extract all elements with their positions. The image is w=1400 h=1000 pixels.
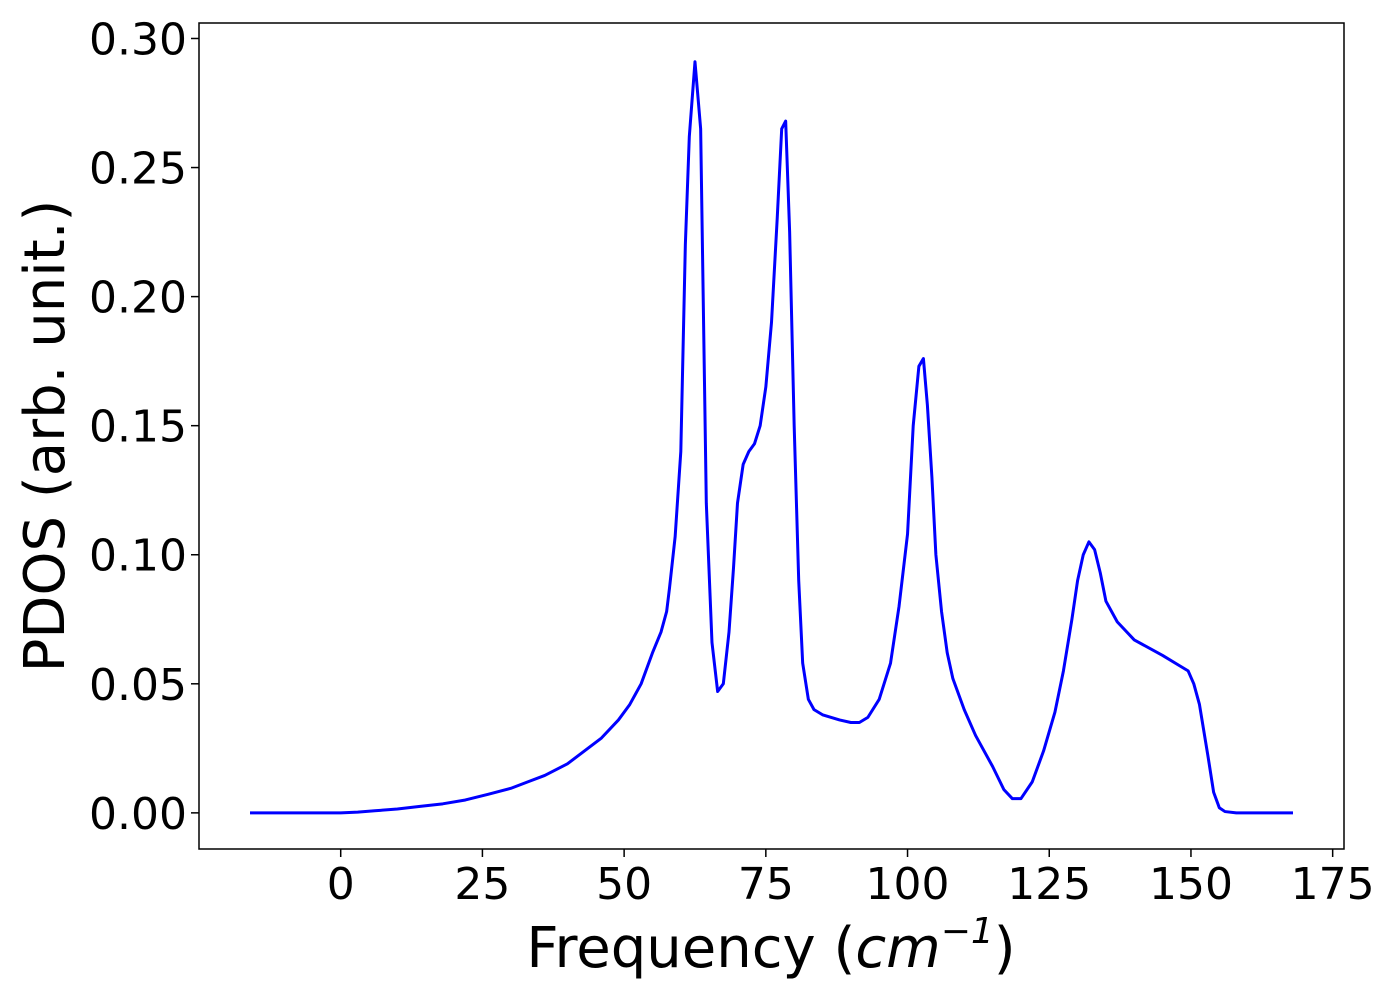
- y-tick-label: 0.30: [89, 14, 187, 65]
- y-axis-ticks: 0.00 0.05 0.10 0.15 0.20 0.25 0.30: [89, 14, 199, 840]
- x-axis-label-unit: cm: [855, 916, 940, 981]
- y-tick-label: 0.10: [89, 531, 187, 582]
- x-tick-label: 75: [738, 859, 794, 910]
- x-tick-label: 175: [1291, 859, 1375, 910]
- y-tick-label: 0.25: [89, 144, 187, 195]
- y-axis-label: PDOS (arb. unit.): [13, 200, 78, 673]
- x-tick-label: 150: [1149, 859, 1233, 910]
- plot-area: [198, 22, 1345, 850]
- x-tick-label: 0: [327, 859, 355, 910]
- y-tick-label: 0.00: [89, 789, 187, 840]
- y-tick-label: 0.15: [89, 402, 187, 453]
- pdos-series-line: [250, 60, 1293, 815]
- y-tick-label: 0.20: [89, 273, 187, 324]
- x-axis-ticks: 0 25 50 75 100 125 150 175: [327, 849, 1375, 910]
- x-tick-label: 50: [596, 859, 652, 910]
- x-axis-label: Frequency (cm−1): [526, 911, 1015, 981]
- y-tick-label: 0.05: [89, 660, 187, 711]
- x-tick-label: 100: [866, 859, 950, 910]
- x-axis-label-text: Frequency: [526, 916, 815, 981]
- x-tick-label: 25: [454, 859, 510, 910]
- x-axis-label-unit-exp: −1: [941, 911, 994, 952]
- x-tick-label: 125: [1007, 859, 1091, 910]
